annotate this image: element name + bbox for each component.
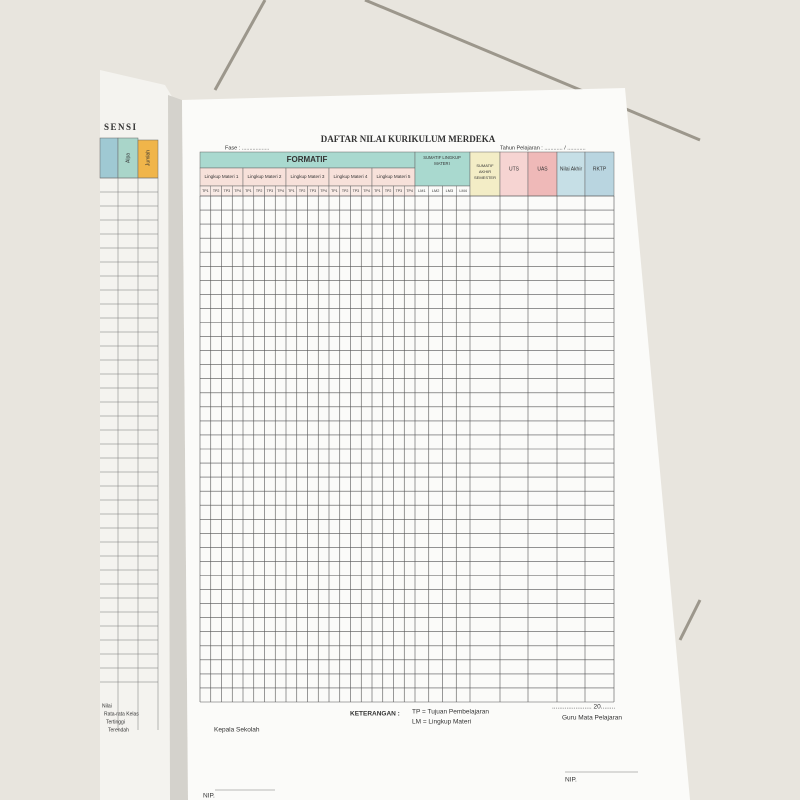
tp-label: TP1 (245, 189, 252, 193)
nilai-akhir-header (556, 151, 586, 197)
lingkup-label: Lingkup Materi 2 (248, 174, 282, 179)
tp-label: TP3 (310, 189, 317, 193)
tp-label: TP3 (224, 189, 231, 193)
uts-header (499, 151, 529, 197)
tp-label: TP1 (202, 189, 209, 193)
tp-label: TP3 (267, 189, 274, 193)
sumatif-lm-header (414, 151, 471, 187)
nip-right: NIP. (565, 777, 577, 784)
lingkup-label: Lingkup Materi 5 (377, 174, 411, 179)
sumatif-lm-label: SUMATIF LINGKUP (423, 155, 461, 160)
tile-seam (364, 0, 701, 142)
rktp-header (584, 151, 615, 197)
nilai-akhir-label: Nilai Akhir (560, 166, 583, 172)
uas-label: UAS (537, 166, 548, 172)
lingkup-label: Lingkup Materi 3 (291, 174, 325, 179)
book-gutter (168, 95, 188, 800)
guru-label: Guru Mata Pelajaran (562, 715, 622, 722)
tp-label: TP4 (320, 189, 327, 193)
tp-label: TP4 (277, 189, 284, 193)
tile-seam (678, 599, 702, 641)
formatif-label: FORMATIF (287, 155, 328, 164)
tp-label: TP2 (342, 189, 349, 193)
tp-label: TP2 (299, 189, 306, 193)
tp-label: TP1 (331, 189, 338, 193)
left-header-cell (99, 137, 119, 179)
lm-label: LM4 (459, 189, 466, 193)
left-page-content: SENSI Alpa Jumlah Nilai Rata-rata Kelas Terti… (99, 122, 159, 733)
keterangan: KETERANGAN : (350, 711, 400, 718)
tp-label: TP2 (213, 189, 220, 193)
uas-header (527, 151, 558, 197)
tp-label: TP2 (256, 189, 263, 193)
left-page (100, 70, 180, 800)
left-column-label: Jumlah (145, 150, 151, 166)
lm-note: LM = Lingkup Materi (412, 719, 471, 726)
left-heading: SENSI (104, 122, 138, 132)
tp-label: TP2 (385, 189, 392, 193)
tp-label: TP4 (234, 189, 241, 193)
date-line: ...................... 20........ (552, 704, 615, 711)
title: DAFTAR NILAI KURIKULUM MERDEKA (321, 134, 496, 144)
uts-label: UTS (509, 166, 520, 172)
sumatif-lm-label: MATERI (434, 161, 450, 166)
lingkup-label: Lingkup Materi 1 (205, 174, 239, 179)
tp-label: TP1 (374, 189, 381, 193)
tp-label: TP3 (353, 189, 360, 193)
lm-label: LM1 (418, 189, 425, 193)
kepala-label: Kepala Sekolah (214, 727, 260, 734)
left-footer-label: Nilai (102, 703, 112, 709)
rktp-label: RKTP (593, 166, 607, 172)
sas-label: AKHIR (479, 169, 491, 174)
lm-label: LM3 (446, 189, 453, 193)
left-footer-label: Terendah (108, 727, 129, 733)
tp-label: TP3 (396, 189, 403, 193)
fase: Fase : .................. (225, 145, 270, 151)
lingkup-label: Lingkup Materi 4 (334, 174, 368, 179)
tp-note: TP = Tujuan Pembelajaran (412, 709, 489, 716)
tp-label: TP4 (363, 189, 370, 193)
lm-label: LM2 (432, 189, 439, 193)
tp-label: TP1 (288, 189, 295, 193)
left-column-label: Alpa (125, 153, 131, 163)
nip-left: NIP. (203, 793, 215, 800)
left-footer-label: Tertinggi (106, 719, 125, 725)
sas-label: SUMATIF (476, 163, 494, 168)
left-footer-label: Rata-rata Kelas (104, 711, 139, 717)
tile-seam (213, 0, 267, 91)
tahun-pelajaran: Tahun Pelajaran : ............ / .......… (500, 145, 586, 151)
tp-label: TP4 (406, 189, 413, 193)
sas-label: SEMESTER (474, 175, 496, 180)
